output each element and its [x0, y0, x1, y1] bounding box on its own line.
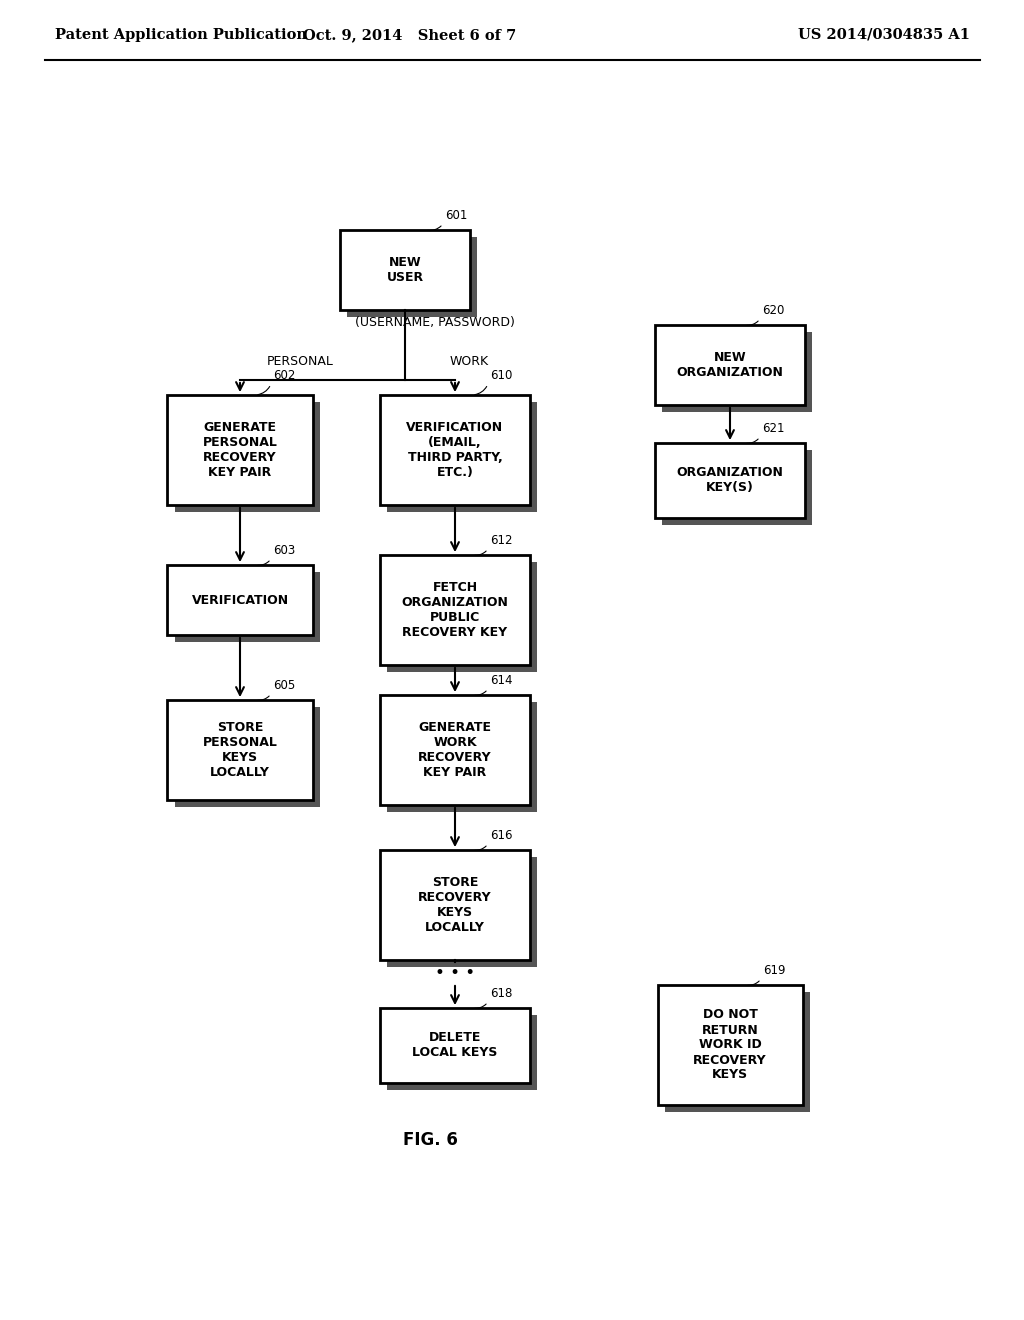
Text: VERIFICATION: VERIFICATION: [191, 594, 289, 606]
Text: 610: 610: [490, 370, 512, 381]
Text: 602: 602: [273, 370, 295, 381]
Text: FIG. 6: FIG. 6: [402, 1131, 458, 1148]
Text: DO NOT
RETURN
WORK ID
RECOVERY
KEYS: DO NOT RETURN WORK ID RECOVERY KEYS: [693, 1008, 767, 1081]
FancyBboxPatch shape: [662, 333, 812, 412]
Text: 601: 601: [445, 209, 467, 222]
Text: 616: 616: [490, 829, 512, 842]
Text: Oct. 9, 2014   Sheet 6 of 7: Oct. 9, 2014 Sheet 6 of 7: [303, 28, 517, 42]
FancyBboxPatch shape: [387, 857, 537, 968]
FancyBboxPatch shape: [657, 985, 803, 1105]
Text: STORE
PERSONAL
KEYS
LOCALLY: STORE PERSONAL KEYS LOCALLY: [203, 721, 278, 779]
Text: US 2014/0304835 A1: US 2014/0304835 A1: [798, 28, 970, 42]
FancyBboxPatch shape: [387, 403, 537, 512]
FancyBboxPatch shape: [168, 565, 312, 635]
FancyBboxPatch shape: [174, 572, 319, 642]
FancyBboxPatch shape: [380, 554, 530, 665]
FancyBboxPatch shape: [174, 708, 319, 807]
Text: 620: 620: [762, 304, 784, 317]
Text: GENERATE
WORK
RECOVERY
KEY PAIR: GENERATE WORK RECOVERY KEY PAIR: [418, 721, 492, 779]
FancyBboxPatch shape: [655, 325, 805, 405]
Text: WORK: WORK: [450, 355, 489, 368]
FancyBboxPatch shape: [340, 230, 470, 310]
FancyBboxPatch shape: [387, 1015, 537, 1089]
FancyBboxPatch shape: [168, 700, 312, 800]
Text: (USERNAME, PASSWORD): (USERNAME, PASSWORD): [355, 317, 515, 330]
Text: 621: 621: [762, 422, 784, 436]
FancyBboxPatch shape: [168, 395, 312, 506]
Text: ORGANIZATION
KEY(S): ORGANIZATION KEY(S): [677, 466, 783, 494]
Text: FETCH
ORGANIZATION
PUBLIC
RECOVERY KEY: FETCH ORGANIZATION PUBLIC RECOVERY KEY: [401, 581, 509, 639]
Text: 618: 618: [490, 987, 512, 1001]
Text: STORE
RECOVERY
KEYS
LOCALLY: STORE RECOVERY KEYS LOCALLY: [418, 876, 492, 935]
FancyBboxPatch shape: [380, 696, 530, 805]
FancyBboxPatch shape: [387, 562, 537, 672]
FancyBboxPatch shape: [380, 850, 530, 960]
Text: 612: 612: [490, 535, 512, 546]
Text: DELETE
LOCAL KEYS: DELETE LOCAL KEYS: [413, 1031, 498, 1059]
Text: 614: 614: [490, 675, 512, 686]
FancyBboxPatch shape: [655, 442, 805, 517]
Text: 603: 603: [273, 544, 295, 557]
FancyBboxPatch shape: [662, 450, 812, 524]
FancyBboxPatch shape: [387, 702, 537, 812]
Text: GENERATE
PERSONAL
RECOVERY
KEY PAIR: GENERATE PERSONAL RECOVERY KEY PAIR: [203, 421, 278, 479]
FancyBboxPatch shape: [347, 238, 477, 317]
Text: NEW
USER: NEW USER: [386, 256, 424, 284]
Text: PERSONAL: PERSONAL: [266, 355, 334, 368]
Text: Patent Application Publication: Patent Application Publication: [55, 28, 307, 42]
Text: NEW
ORGANIZATION: NEW ORGANIZATION: [677, 351, 783, 379]
Text: • • •: • • •: [435, 964, 475, 982]
FancyBboxPatch shape: [174, 403, 319, 512]
FancyBboxPatch shape: [380, 1007, 530, 1082]
FancyBboxPatch shape: [380, 395, 530, 506]
FancyBboxPatch shape: [665, 993, 810, 1111]
Text: 619: 619: [763, 964, 785, 977]
Text: 605: 605: [273, 678, 295, 692]
Text: VERIFICATION
(EMAIL,
THIRD PARTY,
ETC.): VERIFICATION (EMAIL, THIRD PARTY, ETC.): [407, 421, 504, 479]
